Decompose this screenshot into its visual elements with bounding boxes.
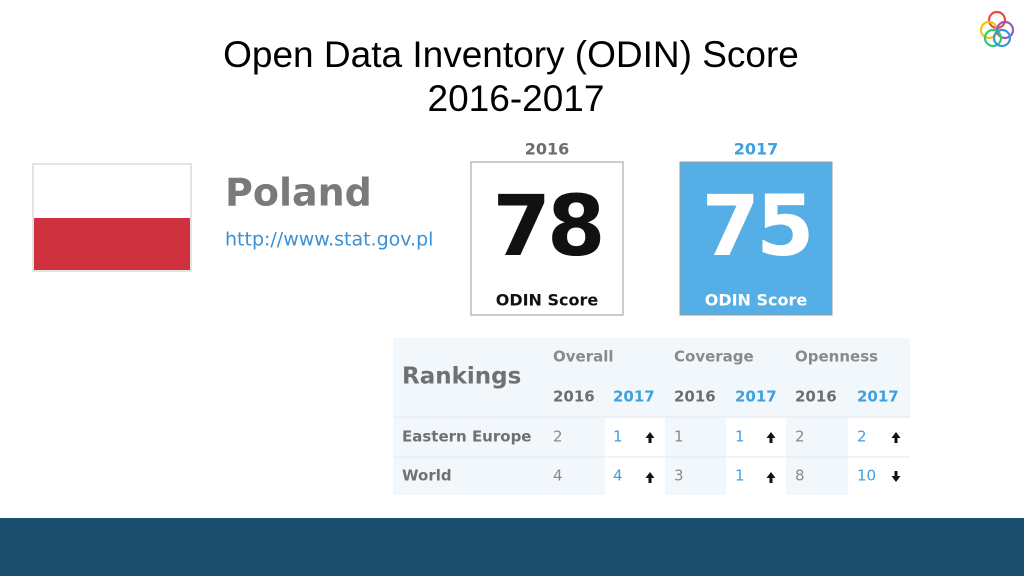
country-name: Poland: [225, 171, 372, 215]
rank-value: 2: [553, 428, 563, 446]
title-line: 2016-2017: [428, 78, 605, 119]
score-card: [679, 161, 833, 316]
logo: [979, 10, 1015, 48]
rank-value: 1: [735, 467, 745, 485]
group-header: Overall: [553, 348, 614, 366]
rank-value: 8: [795, 467, 805, 485]
rank-value: 2: [857, 428, 867, 446]
score-year: 2016: [525, 140, 570, 159]
row-name: Eastern Europe: [402, 428, 531, 446]
rank-value: 4: [553, 467, 563, 485]
year-header: 2017: [735, 388, 777, 406]
score-label: ODIN Score: [496, 291, 599, 310]
rankings-table: [393, 338, 910, 495]
rank-value: 10: [857, 467, 876, 485]
flag: [32, 163, 192, 272]
rankings-cells: Rankings Overall 2016 2017 Coverage 2016 2017 O…: [402, 348, 899, 485]
score-year: 2017: [734, 140, 779, 159]
rank-value: 1: [613, 428, 623, 446]
year-header: 2017: [857, 388, 899, 406]
footer-band: [0, 518, 1024, 576]
group-header: Coverage: [674, 348, 754, 366]
rank-value: 3: [674, 467, 684, 485]
title-line: Open Data Inventory (ODIN) Score: [223, 34, 799, 75]
row-name: World: [402, 467, 452, 485]
score-value: 75: [702, 177, 811, 275]
rank-value: 2: [795, 428, 805, 446]
rank-value: 1: [674, 428, 684, 446]
rankings-title: Rankings: [402, 364, 521, 390]
year-header: 2016: [553, 388, 595, 406]
score-card: [470, 161, 624, 316]
year-header: 2016: [674, 388, 716, 406]
score-value: 78: [493, 177, 602, 275]
trend-arrows: [645, 432, 901, 483]
score-label: ODIN Score: [705, 291, 808, 310]
rank-value: 4: [613, 467, 623, 485]
group-header: Openness: [795, 348, 878, 366]
year-header: 2016: [795, 388, 837, 406]
country-url[interactable]: http://www.stat.gov.pl: [225, 229, 433, 251]
rank-value: 1: [735, 428, 745, 446]
year-header: 2017: [613, 388, 655, 406]
